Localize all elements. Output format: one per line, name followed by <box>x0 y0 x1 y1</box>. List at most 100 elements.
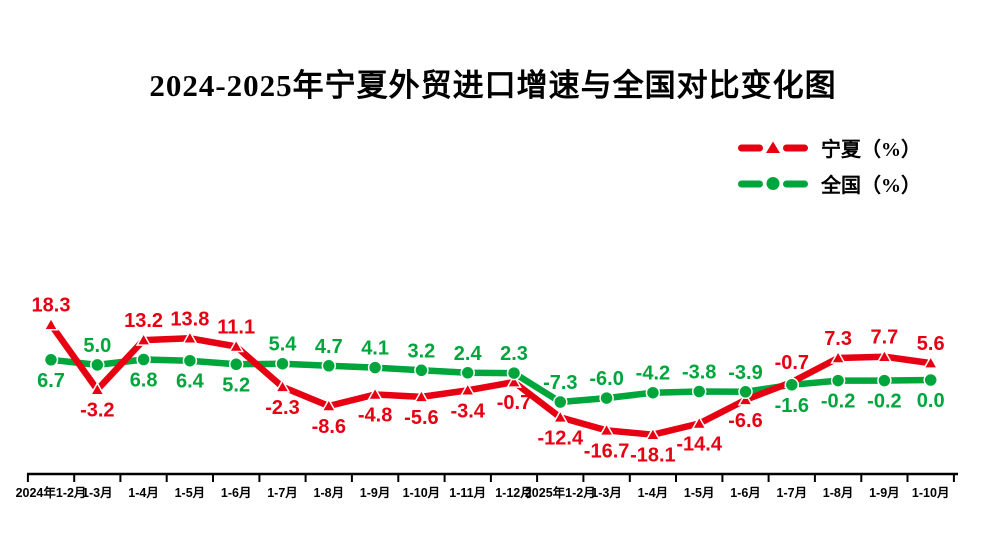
ningxia-data-point-marker <box>274 378 291 393</box>
quanguo-data-point-marker <box>275 356 290 371</box>
ningxia-data-point-label: -8.6 <box>312 416 346 438</box>
ningxia-data-point-marker <box>876 348 893 363</box>
quanguo-data-point-label: 5.0 <box>83 335 111 357</box>
ningxia-data-point-label: -12.4 <box>538 427 584 449</box>
quanguo-data-point-label: 2.4 <box>454 343 483 365</box>
x-axis-label: 1-10月 <box>403 486 441 500</box>
ningxia-series-line <box>47 321 934 438</box>
quanguo-data-point-marker <box>460 365 475 381</box>
ningxia-data-point-marker <box>691 415 707 430</box>
x-axis-label: 1-8月 <box>823 486 854 500</box>
x-axis-label: 1-4月 <box>128 486 159 500</box>
quanguo-data-point-marker <box>553 394 568 410</box>
quanguo-data-point-label: -0.2 <box>821 391 855 413</box>
ningxia-data-point-marker <box>737 391 754 406</box>
x-axis-label: 2024年1-2月 <box>16 485 87 500</box>
ningxia-data-point-marker <box>552 409 569 424</box>
quanguo-data-point-marker <box>645 385 661 400</box>
ningxia-line-marker-icon <box>738 141 808 153</box>
ningxia-data-point-label: -6.6 <box>728 410 762 432</box>
x-axis-label: 1-7月 <box>267 486 298 500</box>
x-axis-label: 1-9月 <box>869 486 900 500</box>
quanguo-data-point-label: 6.8 <box>130 370 158 392</box>
ningxia-data-point-label: -18.1 <box>630 445 676 467</box>
ningxia-data-point-marker <box>89 381 106 396</box>
x-axis-label: 1-5月 <box>684 486 715 500</box>
ningxia-data-point-label: -0.7 <box>775 352 809 374</box>
ningxia-data-point-marker <box>135 332 152 346</box>
quanguo-data-point-marker <box>367 360 383 375</box>
ningxia-data-point-label: -3.2 <box>80 400 114 422</box>
x-axis-label: 1-12月 <box>495 486 533 500</box>
ningxia-data-point-label: -3.4 <box>450 400 485 422</box>
ningxia-data-point-label: -4.8 <box>358 405 392 427</box>
ningxia-data-point-label: 5.6 <box>917 333 945 355</box>
ningxia-data-point-label: -5.6 <box>404 407 438 429</box>
ningxia-data-point-label: -2.3 <box>265 397 299 419</box>
ningxia-data-point-marker <box>413 388 430 403</box>
quanguo-data-point-marker <box>182 353 198 368</box>
x-axis-label: 2025年1-2月 <box>525 485 596 500</box>
quanguo-data-point-marker <box>228 357 244 372</box>
quanguo-data-point-label: -4.2 <box>636 363 670 385</box>
ningxia-data-point-marker <box>367 386 383 401</box>
legend-label-quanguo: 全国（%） <box>821 175 921 197</box>
ningxia-data-point-marker <box>43 316 59 331</box>
x-axis-label: 1-3月 <box>82 486 113 500</box>
quanguo-data-point-marker <box>136 352 151 367</box>
ningxia-data-point-label: 13.2 <box>124 310 163 332</box>
quanguo-data-point-marker <box>506 365 522 381</box>
legend-item-ningxia: 宁夏（%） <box>738 133 921 162</box>
quanguo-data-point-marker <box>599 390 614 406</box>
ningxia-data-point-marker <box>830 349 846 364</box>
quanguo-data-point-marker <box>691 384 707 399</box>
quanguo-data-point-marker <box>414 363 429 378</box>
legend-label-ningxia: 宁夏（%） <box>821 139 921 161</box>
quanguo-data-point-marker <box>738 384 753 400</box>
ningxia-data-point-marker <box>922 355 939 369</box>
ningxia-data-point-label: -0.7 <box>497 392 531 414</box>
quanguo-data-point-label: 3.2 <box>407 340 435 362</box>
ningxia-data-point-label: -14.4 <box>676 434 722 456</box>
quanguo-data-point-marker <box>784 377 800 393</box>
quanguo-data-point-marker <box>877 373 892 388</box>
x-axis-label: 1-4月 <box>638 486 669 500</box>
ningxia-data-point-label: 7.7 <box>870 327 898 349</box>
quanguo-data-point-marker <box>830 373 846 388</box>
quanguo-data-point-label: 6.4 <box>176 371 205 393</box>
quanguo-data-point-label: 4.1 <box>361 338 389 360</box>
x-axis-label: 1-5月 <box>175 486 206 500</box>
quanguo-data-point-label: 0.0 <box>917 390 945 412</box>
quanguo-data-point-marker <box>321 358 337 374</box>
x-axis-label: 1-6月 <box>221 486 252 500</box>
ningxia-data-point-marker <box>598 422 615 437</box>
ningxia-data-point-label: 18.3 <box>32 295 71 317</box>
ningxia-data-point-marker <box>506 374 522 388</box>
page-title: 2024-2025年宁夏外贸进口增速与全国对比变化图 <box>149 68 837 103</box>
x-axis-label: 1-9月 <box>360 486 391 500</box>
quanguo-data-point-marker <box>90 357 105 373</box>
legend: 宁夏（%） 全国（%） <box>738 133 921 198</box>
x-axis-label: 1-3月 <box>591 486 622 500</box>
ningxia-data-point-marker <box>459 382 476 397</box>
legend-item-quanguo: 全国（%） <box>738 169 921 198</box>
ningxia-data-point-label: 7.3 <box>824 328 852 350</box>
ningxia-data-point-label: 11.1 <box>217 317 255 339</box>
quanguo-data-point-label: -1.6 <box>775 395 809 417</box>
quanguo-data-point-marker <box>43 352 59 368</box>
ningxia-data-point-label: -16.7 <box>584 440 630 462</box>
x-axis-label: 1-8月 <box>314 486 345 500</box>
quanguo-data-point-label: -3.9 <box>728 362 762 384</box>
x-axis-label: 1-6月 <box>730 486 761 500</box>
ningxia-data-point-marker <box>228 338 244 353</box>
ningxia-data-point-label: 13.8 <box>170 308 209 330</box>
quanguo-data-point-label: 5.2 <box>222 374 250 396</box>
x-axis-label: 1-10月 <box>912 486 950 500</box>
quanguo-data-point-label: -6.0 <box>589 368 623 390</box>
x-axis-label: 1-11月 <box>449 486 486 500</box>
quanguo-data-point-label: 2.3 <box>500 343 528 365</box>
quanguo-data-point-label: -7.3 <box>543 372 577 394</box>
quanguo-data-point-marker <box>923 372 938 388</box>
